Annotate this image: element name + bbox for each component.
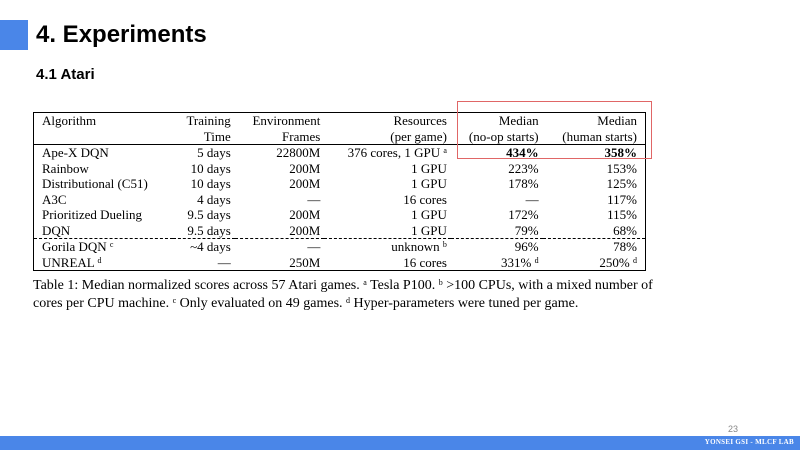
cell-time: 10 days [190,176,231,191]
header-median-human-sub: (human starts) [542,128,645,145]
section-title: 4.1 Atari [36,66,95,83]
table-header-row: Time Frames (per game) (no-op starts) (h… [34,128,645,145]
cell-time: 4 days [197,191,231,207]
cell-noop: 223% [508,160,539,176]
cell-noop: 96% [450,238,543,255]
table-row: Rainbow 10 days 200M 1 GPU 223% 153% [34,161,645,177]
cell-algorithm: UNREAL d [42,254,102,270]
cell-resources: unknown b [324,238,451,255]
cell-human: 153% [606,160,637,176]
cell-noop: — [525,191,539,207]
table-row: Distributional (C51) 10 days 200M 1 GPU … [34,176,645,192]
table-caption: Table 1: Median normalized scores across… [33,278,653,311]
cell-algorithm: DQN [42,222,71,238]
cell-frames: 200M [289,207,321,222]
cell-algorithm: Distributional (C51) [42,176,148,191]
footnote-mark: a [443,146,447,155]
cell-frames: 22800M [276,145,321,160]
cell-resources: 1 GPU [411,176,447,191]
cell-human: 117% [607,191,637,207]
cell-algorithm: Prioritized Dueling [42,207,143,222]
cell-frames: — [307,191,321,207]
header-environment-frames-sub: Frames [234,128,325,145]
header-median-noop-sub: (no-op starts) [450,128,543,145]
table-row: A3C 4 days — 16 cores — 117% [34,192,645,208]
cell-time: 9.5 days [187,222,231,238]
cell-resources: 1 GPU [411,207,447,222]
cell-human: 68% [613,222,637,238]
cell-resources: 16 cores [403,254,447,270]
cell-algorithm: Rainbow [42,160,89,176]
table-row: UNREAL d — 250M 16 cores 331% d 250% d [34,255,645,271]
cell-noop: 79% [514,222,539,238]
cell-noop: 178% [508,176,539,191]
slide-title: 4. Experiments [36,21,207,48]
cell-human: 115% [607,207,637,222]
table-row: Prioritized Dueling 9.5 days 200M 1 GPU … [34,207,645,223]
footnote-mark: d [97,255,102,265]
header-median-noop: Median [498,113,539,128]
title-accent-bar [0,20,28,50]
cell-algorithm: A3C [42,191,67,207]
cell-resources: 1 GPU [411,222,447,238]
cell-noop: 434% [506,145,539,160]
table-header-row: Algorithm Training Environment Resources… [34,113,645,129]
cell-human: 358% [604,145,638,160]
cell-frames: 200M [289,160,321,176]
cell-noop: 331% d [501,254,539,270]
table-row: Gorila DQN c ~4 days — unknown b 96% 78% [34,238,645,255]
header-algorithm: Algorithm [42,113,97,128]
cell-resources: 376 cores, 1 GPU a [347,145,447,160]
table-row: DQN 9.5 days 200M 1 GPU 79% 68% [34,223,645,239]
table-row: Ape-X DQN 5 days 22800M 376 cores, 1 GPU… [34,145,645,161]
cell-time: 10 days [190,160,231,176]
page-number: 23 [727,424,738,434]
cell-human: 78% [542,238,645,255]
header-resources: Resources [393,113,447,128]
median-highlight-box [457,101,652,159]
footer-bar: YONSEI GSI - MLCF LAB [0,436,800,450]
cell-time: 5 days [197,145,231,160]
cell-resources: 16 cores [403,191,447,207]
header-resources-sub: (per game) [324,128,451,145]
cell-resources: 1 GPU [411,160,447,176]
cell-frames: 200M [289,176,321,191]
footnote-mark: d [534,255,539,265]
footnote-mark: c [109,240,114,249]
footer-lab-name: YONSEI GSI - MLCF LAB [704,438,794,446]
header-training-time: Training [186,113,231,128]
cell-human: 125% [606,176,637,191]
footnote-mark: d [633,255,637,265]
cell-frames: 200M [289,222,321,238]
cell-time: — [217,254,231,270]
header-environment-frames: Environment [252,113,321,128]
cell-frames: 250M [289,254,321,270]
cell-time: ~4 days [173,238,235,255]
header-median-human: Median [597,113,637,128]
cell-human: 250% d [599,254,637,270]
footnote-mark: b [442,240,447,249]
header-training-time-sub: Time [173,128,235,145]
results-table: Algorithm Training Environment Resources… [33,112,646,271]
cell-algorithm: Ape-X DQN [42,145,109,160]
cell-frames: — [234,238,325,255]
cell-time: 9.5 days [187,207,231,222]
cell-noop: 172% [508,207,539,222]
cell-algorithm: Gorila DQN c [34,238,174,255]
